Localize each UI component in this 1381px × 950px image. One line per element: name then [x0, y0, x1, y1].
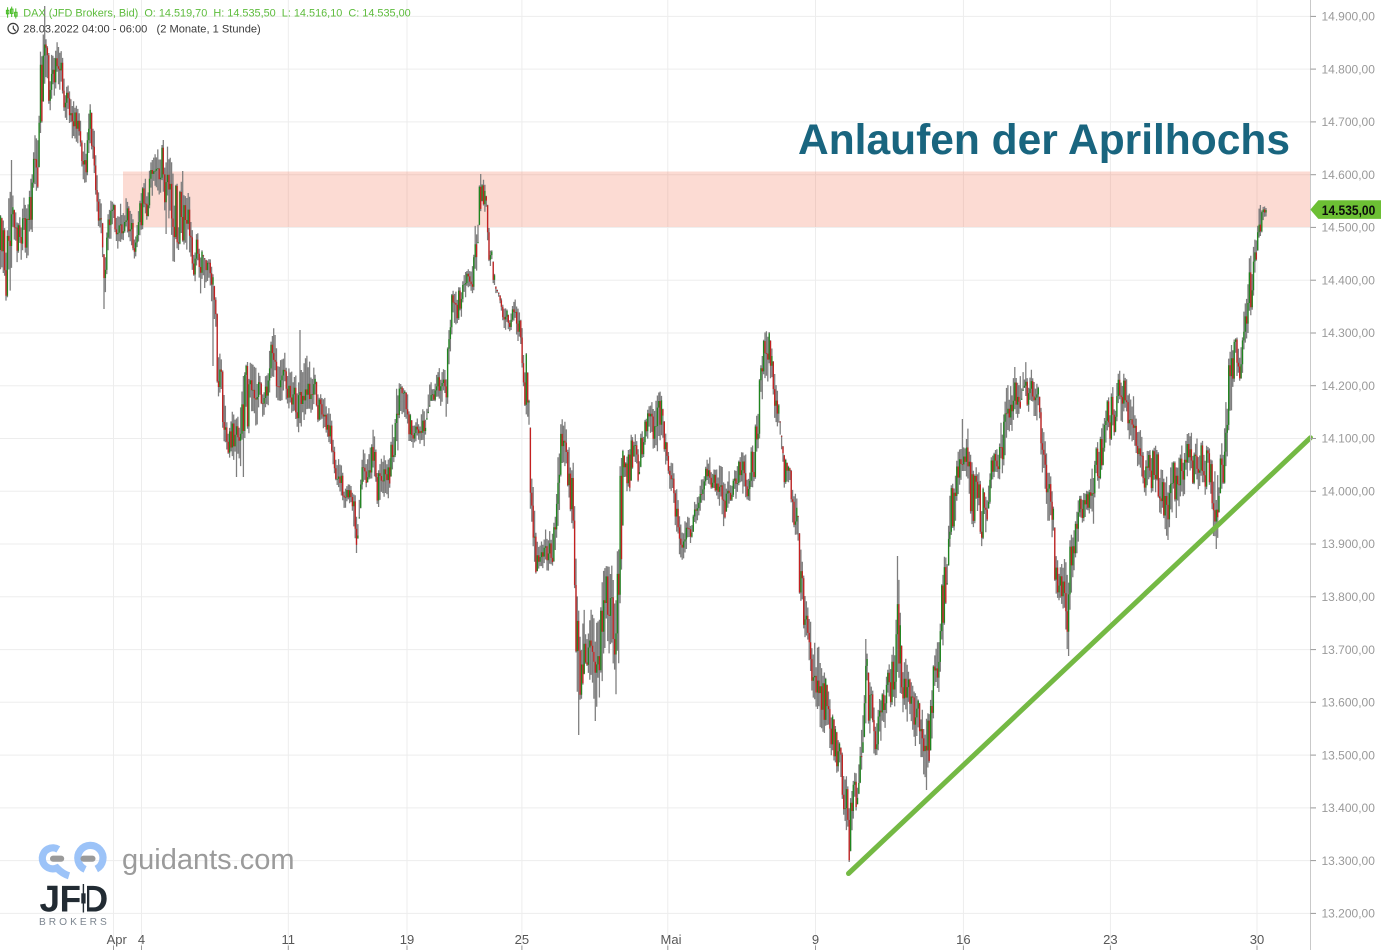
svg-text:14.800,00: 14.800,00 [1322, 62, 1376, 76]
svg-text:guidants.com: guidants.com [122, 844, 295, 876]
svg-text:23: 23 [1103, 932, 1117, 947]
svg-text:28.03.2022 04:00 - 06:00 (2: 28.03.2022 04:00 - 06:00 (2 Monate, 1 St… [23, 23, 260, 35]
svg-text:25: 25 [515, 932, 529, 947]
svg-text:13.300,00: 13.300,00 [1322, 854, 1376, 868]
svg-text:13.200,00: 13.200,00 [1322, 907, 1376, 921]
svg-text:14.500,00: 14.500,00 [1322, 221, 1376, 235]
svg-text:14.600,00: 14.600,00 [1322, 168, 1376, 182]
svg-text:DAX (JFD Brokers, Bid) O: 14.: DAX (JFD Brokers, Bid) O: 14.519,70 H: 1… [23, 7, 410, 19]
svg-text:16: 16 [956, 932, 970, 947]
svg-text:14.900,00: 14.900,00 [1322, 10, 1376, 24]
svg-text:14.100,00: 14.100,00 [1322, 432, 1376, 446]
svg-text:9: 9 [812, 932, 819, 947]
svg-text:13.500,00: 13.500,00 [1322, 748, 1376, 762]
svg-text:13.600,00: 13.600,00 [1322, 696, 1376, 710]
svg-text:JFD: JFD [40, 879, 108, 920]
svg-text:13.400,00: 13.400,00 [1322, 801, 1376, 815]
svg-text:14.000,00: 14.000,00 [1322, 485, 1376, 499]
svg-text:11: 11 [282, 932, 296, 947]
svg-text:Apr: Apr [107, 932, 128, 947]
svg-text:13.900,00: 13.900,00 [1322, 537, 1376, 551]
svg-text:14.200,00: 14.200,00 [1322, 379, 1376, 393]
svg-text:14.535,00: 14.535,00 [1322, 203, 1376, 218]
svg-text:30: 30 [1250, 932, 1264, 947]
svg-text:Anlaufen der Aprilhochs: Anlaufen der Aprilhochs [798, 117, 1290, 164]
svg-text:BROKERS: BROKERS [39, 917, 110, 928]
svg-text:14.700,00: 14.700,00 [1322, 115, 1376, 129]
svg-text:4: 4 [138, 932, 145, 947]
svg-text:Mai: Mai [661, 932, 682, 947]
svg-text:19: 19 [400, 932, 414, 947]
svg-text:13.700,00: 13.700,00 [1322, 643, 1376, 657]
svg-text:14.400,00: 14.400,00 [1322, 273, 1376, 287]
svg-text:14.300,00: 14.300,00 [1322, 326, 1376, 340]
svg-text:13.800,00: 13.800,00 [1322, 590, 1376, 604]
